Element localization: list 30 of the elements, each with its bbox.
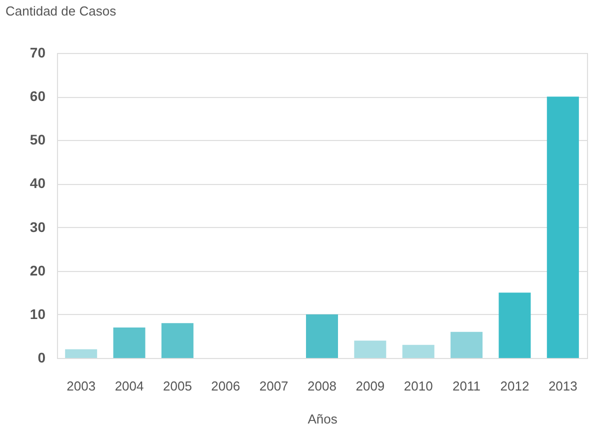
bar [498, 292, 531, 358]
x-tick-label: 2004 [114, 378, 144, 394]
x-tick-label: 2006 [211, 378, 240, 394]
x-tick-label: 2008 [308, 378, 336, 394]
x-tick-label: 2005 [162, 378, 192, 394]
bar [161, 323, 194, 358]
x-tick-label: 2003 [66, 378, 96, 394]
bar [402, 344, 434, 358]
x-axis-title: Años [308, 412, 338, 426]
y-tick-label: 70 [30, 44, 46, 60]
y-tick-label: 50 [30, 132, 46, 148]
y-tick-label: 10 [30, 306, 46, 322]
y-tick-label: 60 [30, 88, 46, 104]
bar [113, 328, 146, 358]
y-tick-label: 30 [30, 218, 46, 235]
x-tick-label: 2007 [259, 378, 288, 394]
y-tick-label: 40 [30, 175, 46, 192]
x-tick-label: 2010 [404, 378, 433, 394]
x-tick-label: 2009 [356, 378, 385, 394]
bar [546, 96, 579, 358]
y-tick-label: 0 [38, 350, 46, 366]
bar [306, 314, 338, 358]
x-tick-label: 2013 [548, 378, 578, 394]
x-tick-label: 2011 [452, 378, 481, 394]
bar [65, 349, 98, 358]
x-tick-label: 2012 [500, 378, 530, 394]
bar [450, 332, 483, 358]
y-tick-label: 20 [30, 262, 46, 278]
y-axis-title: Cantidad de Casos [6, 4, 117, 18]
bar [354, 340, 386, 358]
